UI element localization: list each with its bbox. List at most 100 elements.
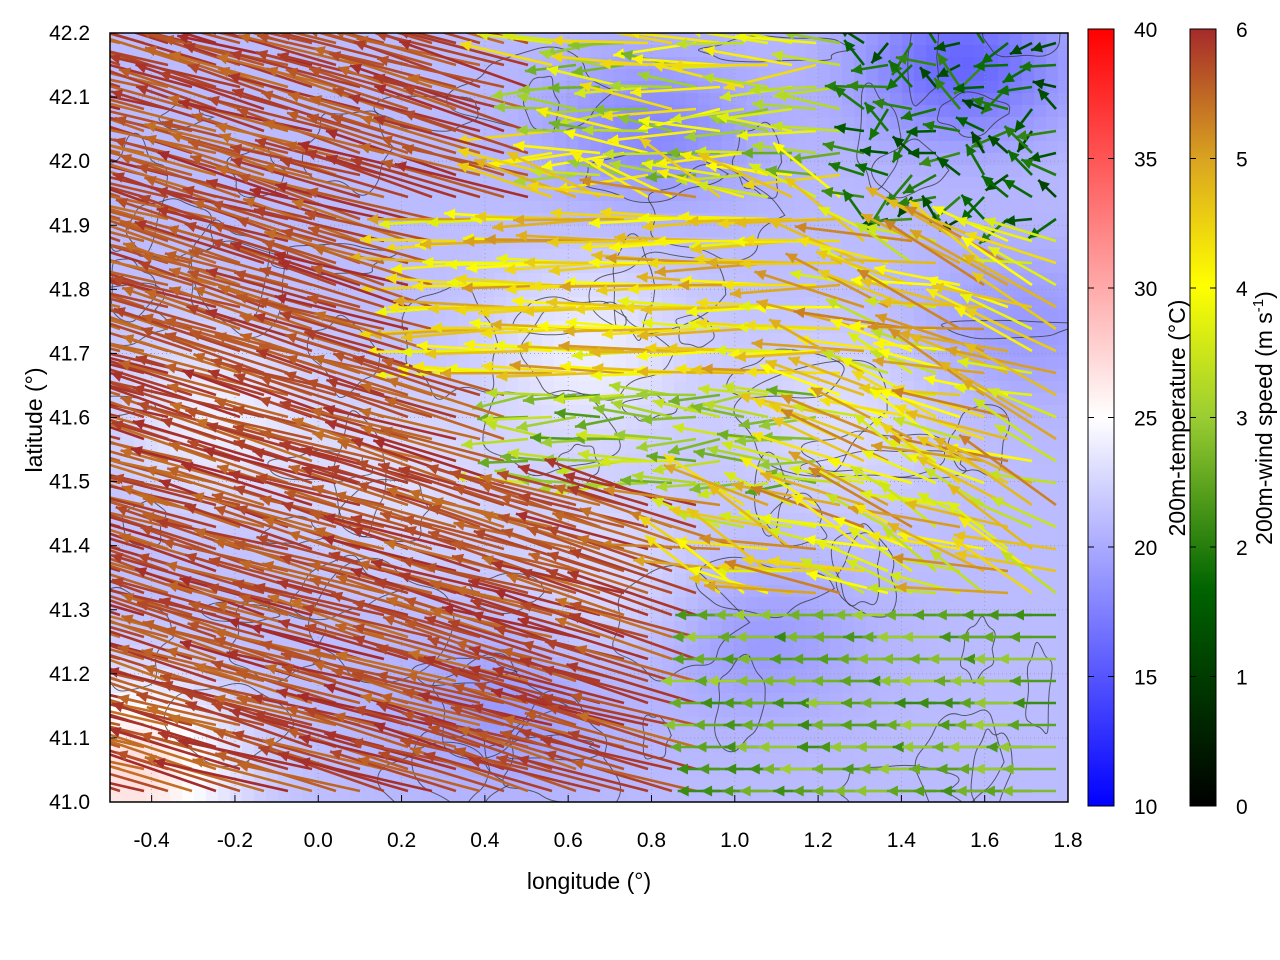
heatmap-cell [974, 45, 987, 58]
heatmap-cell [914, 33, 927, 46]
heatmap-cell [770, 225, 783, 238]
heatmap-cell [1046, 153, 1059, 166]
heatmap-cell [962, 45, 975, 58]
heatmap-cell [566, 93, 579, 106]
heatmap-cell [530, 381, 543, 394]
heatmap-cell [614, 417, 627, 430]
heatmap-cell [1058, 573, 1068, 586]
heatmap-cell [1058, 465, 1068, 478]
heatmap-cell [1034, 753, 1047, 766]
heatmap-cell [962, 621, 975, 634]
heatmap-cell [674, 621, 687, 634]
heatmap-cell [902, 261, 915, 274]
heatmap-cell [686, 93, 699, 106]
heatmap-cell [722, 225, 735, 238]
heatmap-cell [1058, 549, 1068, 562]
heatmap-cell [890, 105, 903, 118]
heatmap-cell [1058, 489, 1068, 502]
heatmap-cell [626, 441, 639, 454]
heatmap-cell [662, 93, 675, 106]
heatmap-cell [1022, 105, 1035, 118]
heatmap-cell [506, 381, 519, 394]
heatmap-cell [662, 33, 675, 46]
heatmap-cell [782, 237, 795, 250]
heatmap-cell [698, 93, 711, 106]
heatmap-cell [866, 621, 879, 634]
heatmap-cell [530, 333, 543, 346]
heatmap-cell [1058, 525, 1068, 538]
heatmap-cell [566, 225, 579, 238]
heatmap-cell [950, 573, 963, 586]
heatmap-cell [866, 153, 879, 166]
heatmap-cell [1034, 549, 1047, 562]
heatmap-cell [722, 753, 735, 766]
heatmap-cell [1058, 369, 1068, 382]
heatmap-cell [974, 417, 987, 430]
heatmap-cell [458, 225, 471, 238]
heatmap-cell [1058, 309, 1068, 322]
heatmap-cell [578, 333, 591, 346]
heatmap-cell [1034, 213, 1047, 226]
heatmap-cell [686, 681, 699, 694]
heatmap-cell [722, 249, 735, 262]
heatmap-cell [1034, 345, 1047, 358]
heatmap-cell [650, 357, 663, 370]
heatmap-cell [998, 585, 1011, 598]
heatmap-cell [674, 333, 687, 346]
heatmap-cell [1010, 237, 1023, 250]
heatmap-cell [1046, 105, 1059, 118]
heatmap-cell [758, 705, 771, 718]
heatmap-cell [1058, 81, 1068, 94]
heatmap-cell [854, 117, 867, 130]
heatmap-cell [1046, 225, 1059, 238]
heatmap-cell [830, 177, 843, 190]
heatmap-cell [746, 69, 759, 82]
heatmap-cell [890, 705, 903, 718]
heatmap-cell [794, 381, 807, 394]
heatmap-cell [806, 645, 819, 658]
heatmap-cell [998, 33, 1011, 46]
heatmap-cell [854, 717, 867, 730]
heatmap-cell [782, 705, 795, 718]
heatmap-cell [926, 93, 939, 106]
heatmap-cell [1046, 525, 1059, 538]
heatmap-cell [626, 417, 639, 430]
heatmap-cell [794, 525, 807, 538]
heatmap-cell [746, 309, 759, 322]
heatmap-cell [878, 621, 891, 634]
heatmap-cell [698, 333, 711, 346]
heatmap-cell [602, 465, 615, 478]
heatmap-cell [950, 729, 963, 742]
heatmap-cell [1034, 369, 1047, 382]
heatmap-cell [602, 69, 615, 82]
heatmap-cell [542, 201, 555, 214]
heatmap-cell [470, 201, 483, 214]
heatmap-cell [1034, 201, 1047, 214]
heatmap-cell [1022, 465, 1035, 478]
heatmap-cell [506, 69, 519, 82]
heatmap-cell [1010, 729, 1023, 742]
heatmap-cell [746, 573, 759, 586]
heatmap-cell [686, 729, 699, 742]
heatmap-cell [662, 141, 675, 154]
heatmap-cell [1058, 417, 1068, 430]
heatmap-cell [722, 201, 735, 214]
heatmap-cell [710, 333, 723, 346]
heatmap-cell [866, 597, 879, 610]
heatmap-cell [1046, 285, 1059, 298]
heatmap-cell [458, 201, 471, 214]
heatmap-cell [722, 417, 735, 430]
heatmap-cell [818, 357, 831, 370]
heatmap-cell [662, 177, 675, 190]
heatmap-cell [878, 549, 891, 562]
heatmap-cell [986, 369, 999, 382]
heatmap-cell [698, 273, 711, 286]
heatmap-cell [710, 729, 723, 742]
heatmap-cell [806, 141, 819, 154]
heatmap-cell [626, 201, 639, 214]
heatmap-cell [782, 549, 795, 562]
heatmap-cell [914, 81, 927, 94]
heatmap-cell [1058, 429, 1068, 442]
heatmap-cell [794, 549, 807, 562]
heatmap-cell [962, 321, 975, 334]
